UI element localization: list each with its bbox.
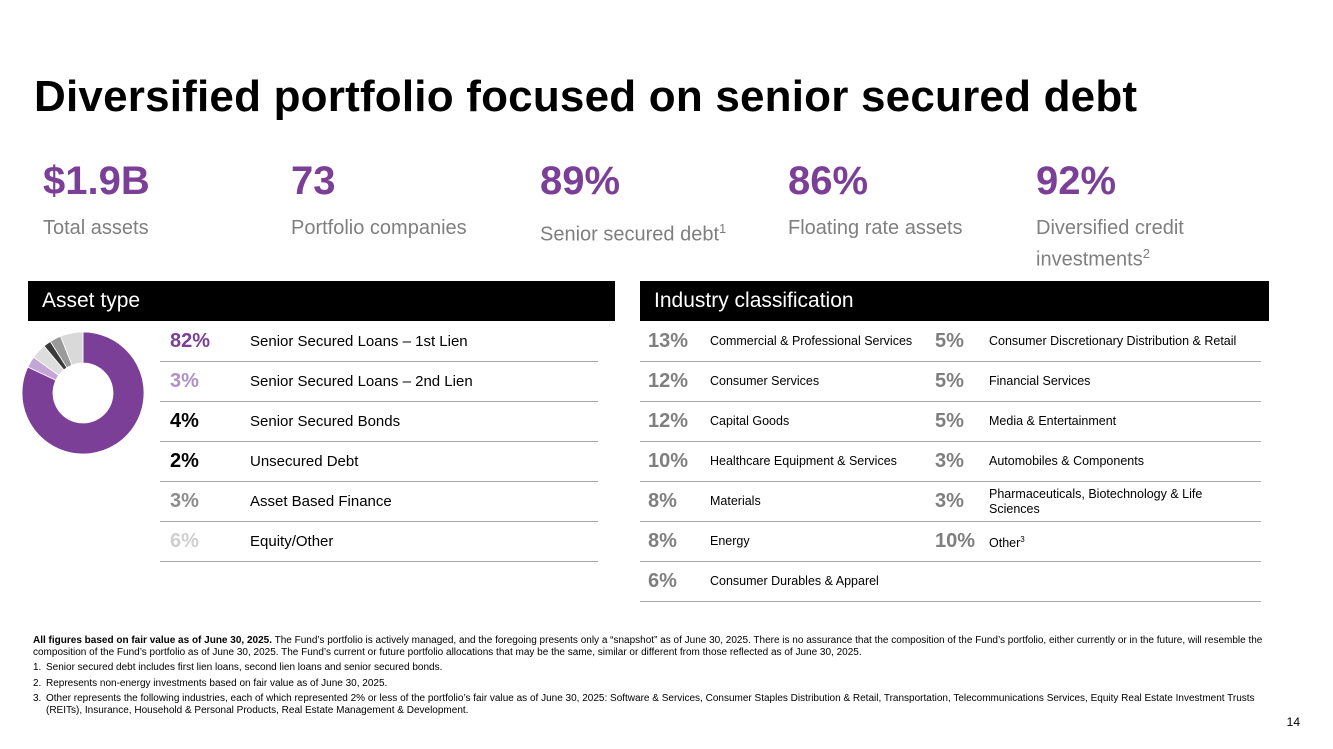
industry-row: 6% Consumer Durables & Apparel: [640, 562, 1261, 602]
footnote-1: 1. Senior secured debt includes first lie…: [33, 662, 443, 673]
industry-item: 13% Commercial & Professional Services: [640, 330, 927, 353]
industry-header: Industry classification: [640, 281, 1269, 321]
stat-label: Portfolio companies: [291, 217, 467, 239]
industry-item: 12% Capital Goods: [640, 410, 927, 433]
footnote-2: 2. Represents non-energy investments base…: [33, 677, 388, 689]
stat-value: 86%: [788, 159, 869, 203]
stat-floating-rate-assets: 86% Floating rate assets: [788, 158, 1018, 241]
asset-name: Senior Secured Bonds: [250, 413, 401, 430]
asset-row: 3% Asset Based Finance: [160, 482, 598, 522]
industry-pct: 12%: [648, 410, 689, 432]
industry-pct: 10%: [648, 450, 689, 472]
asset-name: Senior Secured Loans – 2nd Lien: [250, 373, 473, 390]
stat-value: 73: [291, 159, 336, 203]
asset-name: Senior Secured Loans – 1st Lien: [250, 333, 468, 350]
industry-list: 13% Commercial & Professional Services 5…: [640, 322, 1261, 602]
industry-name: Consumer Services: [710, 374, 820, 388]
footnote-3: 3. Other represents the following industr…: [33, 693, 1255, 716]
industry-name: Consumer Discretionary Distribution & Re…: [989, 334, 1237, 348]
industry-row: 12% Consumer Services 5% Financial Servi…: [640, 362, 1261, 402]
asset-row: 3% Senior Secured Loans – 2nd Lien: [160, 362, 598, 402]
asset-pct: 6%: [170, 530, 199, 552]
industry-item: 12% Consumer Services: [640, 370, 927, 393]
industry-pct: 5%: [935, 330, 964, 352]
stat-label: Floating rate assets: [788, 217, 963, 239]
asset-row: 6% Equity/Other: [160, 522, 598, 562]
donut-slice-5: [60, 331, 84, 366]
asset-row: 4% Senior Secured Bonds: [160, 402, 598, 442]
industry-pct: 5%: [935, 370, 964, 392]
footnote-lead: All figures based on fair value as of Ju…: [33, 635, 1263, 658]
industry-item: 10% Other3: [927, 530, 1261, 553]
stat-portfolio-companies: 73 Portfolio companies: [291, 158, 521, 241]
footnote-ref: 2: [1142, 246, 1150, 261]
industry-row: 13% Commercial & Professional Services 5…: [640, 322, 1261, 362]
industry-item: 5% Consumer Discretionary Distribution &…: [927, 330, 1261, 353]
stat-diversified-credit: 92% Diversified credit investments2: [1036, 158, 1236, 273]
industry-name: Automobiles & Components: [989, 454, 1144, 468]
industry-name: Media & Entertainment: [989, 414, 1117, 428]
footnote-ref: 1: [719, 221, 727, 236]
asset-pct: 4%: [170, 410, 199, 432]
stat-value: 92%: [1036, 159, 1117, 203]
industry-pct: 8%: [648, 490, 677, 512]
industry-name: Capital Goods: [710, 414, 790, 428]
industry-row: 8% Materials 3% Pharmaceuticals, Biotech…: [640, 482, 1261, 522]
asset-pct: 82%: [170, 330, 211, 352]
industry-pct: 10%: [935, 530, 976, 552]
asset-pct: 3%: [170, 370, 199, 392]
asset-type-donut-chart: [21, 331, 145, 455]
asset-name: Equity/Other: [250, 533, 334, 550]
industry-name: Commercial & Professional Services: [710, 334, 913, 348]
asset-row: 82% Senior Secured Loans – 1st Lien: [160, 322, 598, 362]
page-number: 14: [1286, 715, 1300, 729]
industry-name: Energy: [710, 534, 750, 548]
footnotes: All figures based on fair value as of Ju…: [33, 635, 1273, 716]
industry-name: Other3: [989, 534, 1025, 551]
industry-pct: 8%: [648, 530, 677, 552]
stat-value: $1.9B: [43, 159, 150, 203]
industry-name: Healthcare Equipment & Services: [710, 454, 897, 468]
industry-row: 8% Energy 10% Other3: [640, 522, 1261, 562]
industry-pct: 6%: [648, 570, 677, 592]
stat-value: 89%: [540, 159, 621, 203]
industry-pct: 13%: [648, 330, 689, 352]
asset-pct: 3%: [170, 490, 199, 512]
industry-item: 8% Materials: [640, 490, 927, 513]
stat-senior-secured-debt: 89% Senior secured debt1: [540, 158, 770, 248]
industry-item: 6% Consumer Durables & Apparel: [640, 570, 927, 593]
asset-name: Unsecured Debt: [250, 453, 359, 470]
industry-item: 5% Financial Services: [927, 370, 1261, 393]
industry-item: 10% Healthcare Equipment & Services: [640, 450, 927, 473]
asset-name: Asset Based Finance: [250, 493, 392, 510]
asset-type-header: Asset type: [28, 281, 615, 321]
industry-row: 12% Capital Goods 5% Media & Entertainme…: [640, 402, 1261, 442]
stat-label: Senior secured debt1: [540, 221, 727, 246]
industry-item: 5% Media & Entertainment: [927, 410, 1261, 433]
industry-pct: 5%: [935, 410, 964, 432]
industry-row: 10% Healthcare Equipment & Services 3% A…: [640, 442, 1261, 482]
industry-item: 3% Automobiles & Components: [927, 450, 1261, 473]
industry-pct: 3%: [935, 490, 964, 512]
asset-pct: 2%: [170, 450, 199, 472]
industry-pct: 3%: [935, 450, 964, 472]
industry-name: Consumer Durables & Apparel: [710, 574, 879, 588]
donut-slice-0: [21, 331, 145, 455]
asset-row: 2% Unsecured Debt: [160, 442, 598, 482]
asset-type-list: 82% Senior Secured Loans – 1st Lien 3% S…: [160, 322, 598, 562]
industry-item: 8% Energy: [640, 530, 927, 553]
stat-label: Diversified credit investments2: [1036, 217, 1184, 271]
stat-label: Total assets: [43, 217, 149, 239]
industry-name: Pharmaceuticals, Biotechnology & Life Sc…: [989, 486, 1203, 516]
footnote-ref: 3: [1020, 534, 1025, 544]
page-title: Diversified portfolio focused on senior …: [34, 72, 1138, 121]
industry-item: 3% Pharmaceuticals, Biotechnology & Life…: [927, 487, 1261, 517]
industry-pct: 12%: [648, 370, 689, 392]
stat-total-assets: $1.9B Total assets: [43, 158, 273, 241]
industry-name: Materials: [710, 494, 761, 508]
industry-name: Financial Services: [989, 374, 1091, 388]
